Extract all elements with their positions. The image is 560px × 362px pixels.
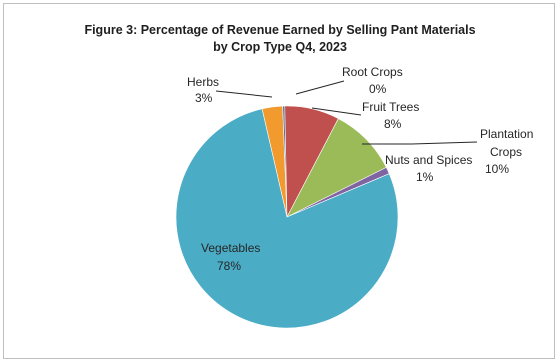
data-label-name-root-crops: Root Crops (342, 65, 403, 79)
pie-chart: Figure 3: Percentage of Revenue Earned b… (84, 23, 533, 329)
leader-line-herbs (215, 90, 273, 98)
chart-title-line-2: by Crop Type Q4, 2023 (213, 40, 347, 54)
data-label-name-herbs: Herbs (187, 75, 219, 89)
data-label-name-plantation-crops: Crops (490, 145, 522, 159)
leader-lines (215, 80, 478, 145)
data-label-name-plantation-crops: Plantation (480, 127, 533, 141)
data-label-name-vegetables: Vegetables (201, 241, 260, 255)
pie-slice-vegetables (175, 108, 399, 329)
data-label-value-herbs: 3% (195, 91, 213, 105)
data-label-value-nuts-and-spices: 1% (416, 170, 434, 184)
data-label-name-nuts-and-spices: Nuts and Spices (385, 153, 472, 167)
chart-title-line-1: Figure 3: Percentage of Revenue Earned b… (84, 23, 475, 37)
data-label-value-plantation-crops: 10% (485, 162, 509, 176)
data-label-value-root-crops: 0% (369, 82, 387, 96)
data-label-value-vegetables: 78% (217, 259, 241, 273)
data-label-name-fruit-trees: Fruit Trees (362, 100, 419, 114)
data-label-value-fruit-trees: 8% (384, 117, 402, 131)
leader-line-fruit-trees (311, 107, 362, 116)
chart-frame: Figure 3: Percentage of Revenue Earned b… (3, 3, 555, 359)
slice-labels: Herbs 3% Root Crops 0% Fruit Trees 8% Plantati… (187, 65, 533, 273)
leader-line-plantation-crops (362, 141, 478, 145)
pie-slices (175, 105, 399, 329)
leader-line-root-crops (295, 80, 345, 95)
